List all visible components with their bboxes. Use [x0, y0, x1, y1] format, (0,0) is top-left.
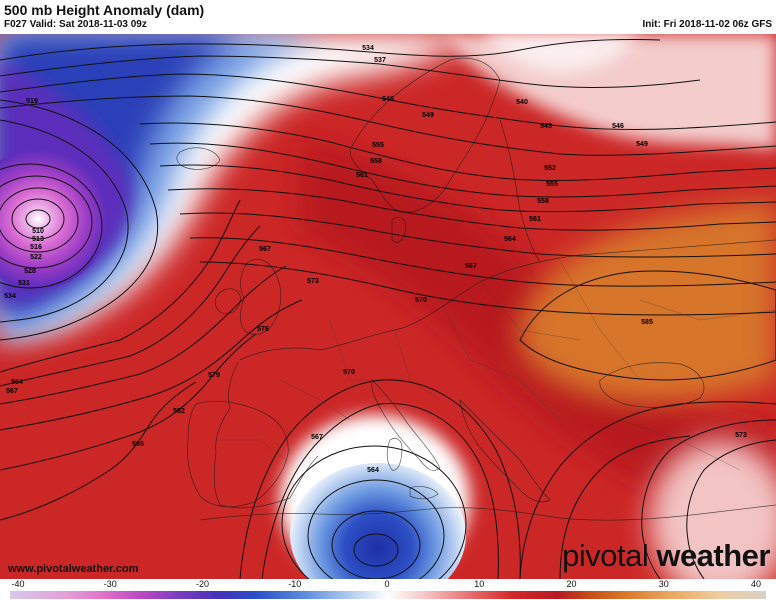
- borders: [220, 259, 776, 471]
- contour-label: 555: [546, 181, 558, 188]
- contour-label: 570: [343, 369, 355, 376]
- color-scale: -40 -30 -20 -10 0 10 20 30 40: [0, 579, 776, 600]
- contour-label: 552: [544, 165, 556, 172]
- contour-label: 567: [6, 388, 18, 395]
- contour-label: 549: [636, 141, 648, 148]
- contour-label: 564: [11, 379, 23, 386]
- contour-label: 534: [4, 293, 16, 300]
- contour-label: 558: [537, 198, 549, 205]
- contour-label: 528: [24, 268, 36, 275]
- color-scale-tick: 10: [474, 579, 484, 589]
- contour-label: 546: [382, 96, 394, 103]
- contour-label: 543: [540, 123, 552, 130]
- color-scale-tick: 20: [566, 579, 576, 589]
- contour-label: 513: [32, 236, 44, 243]
- contour-label: 567: [259, 246, 271, 253]
- color-scale-bar: [10, 591, 766, 599]
- contour-label: 534: [362, 45, 374, 52]
- contour-label: 546: [612, 123, 624, 130]
- contour-label: 522: [30, 254, 42, 261]
- contour-label: 531: [18, 280, 30, 287]
- color-scale-tick: -10: [288, 579, 301, 589]
- contour-label: 585: [132, 441, 144, 448]
- contour-label: 564: [367, 467, 379, 474]
- contour-label: 561: [356, 172, 368, 179]
- color-scale-tick: -30: [104, 579, 117, 589]
- contour-label: 567: [311, 434, 323, 441]
- contour-label: 510: [32, 228, 44, 235]
- color-scale-tick: -20: [196, 579, 209, 589]
- brand-logo: pivotal weather: [562, 538, 770, 574]
- contour-label: 558: [370, 158, 382, 165]
- contour-label: 555: [372, 142, 384, 149]
- color-scale-tick: 0: [384, 579, 389, 589]
- color-scale-tick: -40: [11, 579, 24, 589]
- color-scale-tick: 40: [751, 579, 761, 589]
- init-time: Init: Fri 2018-11-02 06z GFS: [642, 19, 773, 30]
- contour-label: 537: [374, 57, 386, 64]
- anomaly-fill: [0, 34, 776, 579]
- contour-label: 570: [415, 297, 427, 304]
- contour-label: 519: [26, 98, 38, 105]
- contour-label: 516: [30, 244, 42, 251]
- contour-label: 561: [529, 216, 541, 223]
- anomaly-map: 534 537 546 549 540 543 546 549 552 555 558 561 564 5…: [0, 34, 776, 579]
- website-url: www.pivotalweather.com: [8, 563, 139, 575]
- contour-label: 576: [257, 326, 269, 333]
- contour-label: 573: [735, 432, 747, 439]
- contour-label: 549: [422, 112, 434, 119]
- contour-label: 567: [465, 263, 477, 270]
- header: 500 mb Height Anomaly (dam) F027 Valid: …: [0, 0, 776, 34]
- brand-word-1: pivotal: [562, 538, 649, 573]
- valid-time: F027 Valid: Sat 2018-11-03 09z: [4, 19, 147, 30]
- contour-label: 579: [208, 372, 220, 379]
- contour-label: 585: [641, 319, 653, 326]
- map-title: 500 mb Height Anomaly (dam): [4, 2, 205, 18]
- color-scale-tick: 30: [659, 579, 669, 589]
- contour-label: 540: [516, 99, 528, 106]
- brand-word-2: weather: [648, 538, 770, 573]
- contour-label: 564: [504, 236, 516, 243]
- height-contours: [0, 38, 776, 579]
- contour-label: 582: [173, 408, 185, 415]
- contour-label: 573: [307, 278, 319, 285]
